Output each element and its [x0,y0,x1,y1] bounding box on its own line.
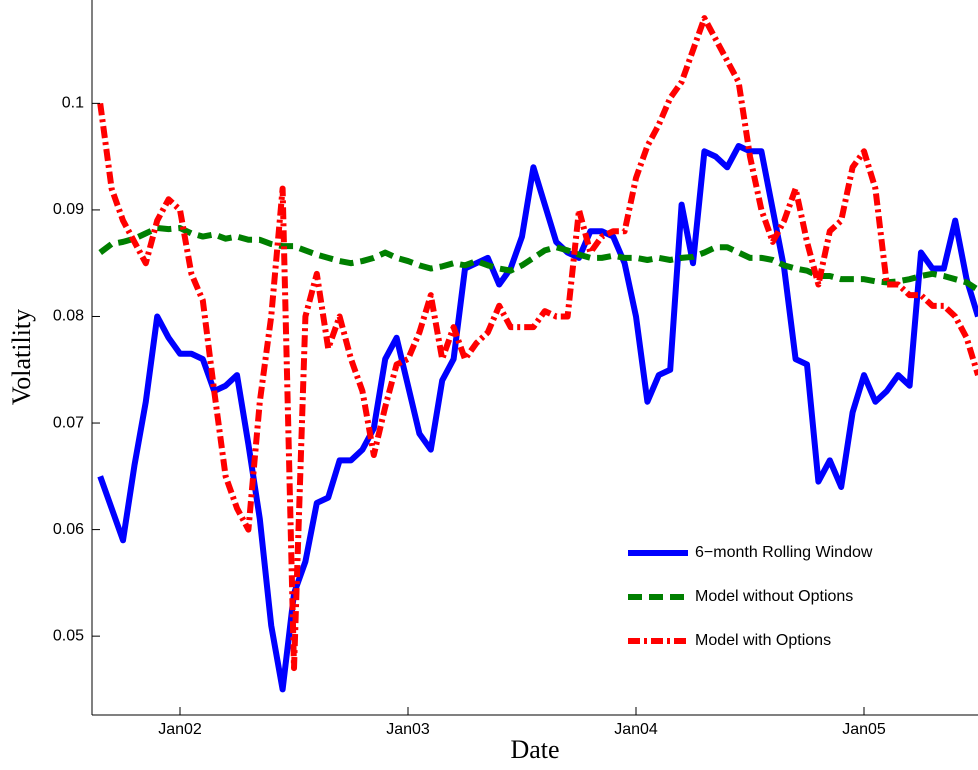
y-tick-label: 0.08 [53,308,84,325]
x-tick-label: Jan04 [614,721,658,738]
y-axis-label: Volatility [7,309,36,405]
y-tick-label: 0.05 [53,627,84,644]
series-line [97,142,978,693]
legend: 6−month Rolling Window Model without Opti… [628,544,873,649]
x-axis-label: Date [510,735,559,764]
y-tick-label: 0.06 [53,521,84,538]
y-tick-label: 0.1 [62,95,84,112]
legend-label: Model without Options [695,588,853,605]
series-line [98,225,978,293]
x-tick-label: Jan05 [842,721,886,738]
legend-label: Model with Options [695,632,831,649]
legend-label: 6−month Rolling Window [695,544,873,561]
x-tick-label: Jan02 [158,721,202,738]
x-tick-label: Jan03 [386,721,430,738]
series-line [97,15,978,672]
y-tick-label: 0.09 [53,201,84,218]
plot-area [97,15,978,693]
y-tick-label: 0.07 [53,414,84,431]
